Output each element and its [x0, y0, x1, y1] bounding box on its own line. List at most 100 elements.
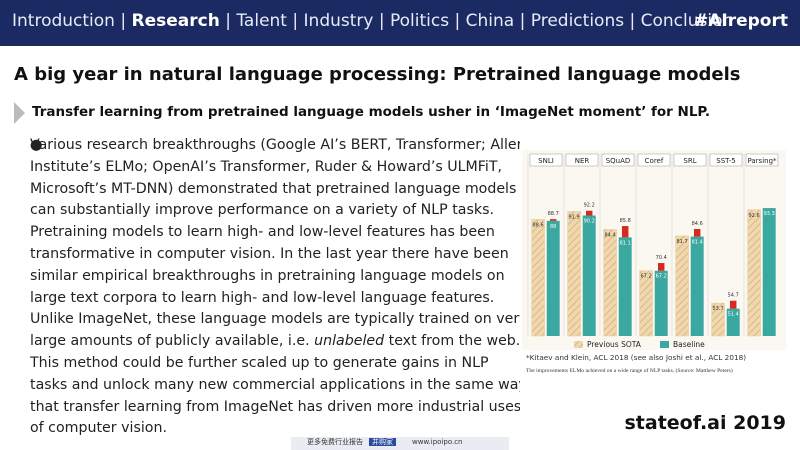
value-label: 51.4	[728, 312, 739, 318]
text-segment: transformative in computer vision. In th…	[30, 245, 509, 262]
category-label: SQuAD	[606, 157, 631, 165]
bar	[675, 235, 689, 337]
bullet: ● Various research breakthroughs (Google …	[30, 135, 520, 222]
bullet-line: Microsoft’s MT-DNN) demonstrated that pr…	[30, 179, 520, 201]
text-segment: Institute’s ELMo; OpenAI’s Transformer, …	[30, 158, 503, 175]
gain-bar	[693, 228, 701, 237]
nav-item: Research	[131, 11, 220, 31]
value-label: 81.7	[677, 239, 688, 245]
bullet-line: tasks and unlock many new commercial app…	[30, 375, 520, 397]
value-label: 92.2	[584, 203, 595, 209]
bullet-line: Unlike ImageNet, these language models a…	[30, 309, 520, 331]
caption: The improvements ELMo achieved on a wide…	[526, 367, 733, 374]
legend-swatch	[574, 341, 583, 348]
bar	[531, 219, 545, 337]
bar	[747, 209, 761, 337]
category-label: Coref	[645, 157, 664, 165]
gain-bar	[549, 219, 557, 221]
bullet-line: Various research breakthroughs (Google A…	[30, 135, 520, 157]
note: *Kitaev and Klein, ACL 2018 (see also Jo…	[526, 353, 746, 362]
value-label: 53.7	[713, 306, 724, 312]
text-segment: Pretraining models to learn high- and lo…	[30, 224, 495, 241]
bullet-line: Pretraining models to learn high- and lo…	[30, 222, 520, 244]
category-box	[529, 153, 563, 167]
bullet-line: This method could be further scaled up t…	[30, 353, 520, 375]
text-segment: of computer vision.	[30, 420, 167, 437]
value-label: 85.8	[620, 218, 631, 224]
category-box	[565, 153, 599, 167]
nav-item: Industry	[303, 11, 374, 31]
nav-item: Politics	[390, 11, 450, 31]
value-label: 90.2	[584, 219, 595, 225]
category-label: Parsing*	[747, 157, 777, 165]
nav-separator: |	[629, 11, 636, 31]
nav-item: China	[465, 11, 515, 31]
bullet-dot: ●	[30, 137, 43, 153]
text-segment: Unlike ImageNet, these language models a…	[30, 311, 520, 328]
bar	[618, 237, 632, 336]
watermark-text: 更多免费行业报告	[307, 438, 363, 446]
category-label: SST-5	[716, 157, 736, 165]
bullet-line: similar empirical breakthroughs in pretr…	[30, 266, 520, 288]
gain-bar	[729, 300, 737, 309]
bar	[690, 236, 704, 336]
value-label: 84.6	[692, 221, 703, 227]
value-label: 81.1	[620, 240, 631, 246]
nav-separator: |	[519, 11, 526, 31]
bullet-line: large amounts of publicly available, i.e…	[30, 331, 520, 353]
nav-item: Talent	[236, 11, 287, 31]
bullet-line: that transfer learning from ImageNet has…	[30, 397, 520, 419]
value-label: 88.7	[548, 211, 559, 217]
text-segment: large text corpora to learn high- and lo…	[30, 289, 495, 306]
text-segment: tasks and unlock many new commercial app…	[30, 376, 520, 393]
bullet-line: Institute’s ELMo; OpenAI’s Transformer, …	[30, 157, 520, 179]
bar	[711, 302, 725, 337]
legend-label: Baseline	[673, 340, 705, 349]
value-label: 88	[550, 224, 556, 230]
value-label: 67.2	[641, 274, 652, 280]
bullets: ● Various research breakthroughs (Google …	[30, 135, 520, 440]
subtitle: Transfer learning from pretrained langua…	[32, 104, 710, 120]
category-box	[745, 153, 779, 167]
gain-bar	[657, 263, 665, 271]
arrow	[14, 102, 25, 124]
category-label: SNLI	[538, 157, 554, 165]
nav-item: Predictions	[530, 11, 625, 31]
chart-bg	[522, 150, 786, 350]
chart: SNLI 88.6 88 88.7 NER 91.9 90.2 92.2 SQuAD 84.4 81…	[522, 150, 786, 374]
text-segment: similar empirical breakthroughs in pretr…	[30, 267, 505, 284]
bullet-line: large text corpora to learn high- and lo…	[30, 288, 520, 310]
category-box	[673, 153, 707, 167]
nav: Introduction | Research | Talent | Indus…	[12, 11, 733, 31]
bar	[546, 220, 560, 336]
top-bar: Introduction | Research | Talent | Indus…	[0, 0, 800, 46]
category-label: SRL	[683, 157, 696, 165]
watermark-url: www.ipoipo.cn	[412, 438, 463, 446]
text-segment: large amounts of publicly available, i.e…	[30, 333, 315, 350]
bar	[654, 270, 668, 336]
gain-bar	[585, 210, 593, 216]
bar	[603, 229, 617, 337]
category-box	[709, 153, 743, 167]
bullet: ● Unlike ImageNet, these language models …	[30, 137, 520, 440]
value-label: 70.4	[656, 255, 667, 261]
value-label: 92.6	[749, 213, 760, 219]
bar	[567, 211, 581, 337]
nav-separator: |	[120, 11, 127, 31]
bar	[639, 270, 653, 337]
bullet-line: of computer vision.	[30, 418, 520, 440]
text-segment: unlabeled	[314, 333, 385, 350]
bullet-dot: ●	[30, 137, 43, 153]
slide-title: A big year in natural language processin…	[14, 64, 741, 85]
nav-separator: |	[378, 11, 385, 31]
nav-item: Introduction	[12, 11, 115, 31]
nav-separator: |	[454, 11, 461, 31]
category-box	[637, 153, 671, 167]
text-segment: Various research breakthroughs (Google A…	[30, 137, 520, 153]
watermark-logo: 并购家	[369, 438, 396, 446]
hashtag: #AIreport	[694, 11, 788, 31]
legend-label: Previous SOTA	[587, 340, 642, 349]
bullet-dot: ●	[30, 137, 43, 153]
value-label: 67.2	[656, 274, 667, 280]
